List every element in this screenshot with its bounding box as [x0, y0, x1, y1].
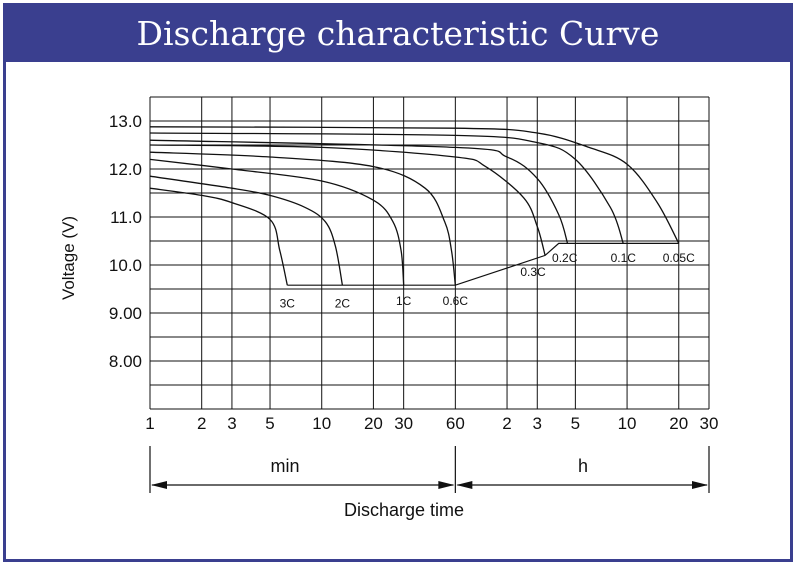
chart-frame: Discharge characteristic Curve — [3, 3, 793, 562]
curve-3C — [149, 187, 288, 286]
y-tick-label: 9.00 — [109, 304, 142, 323]
arrow-head — [151, 481, 167, 489]
y-tick-label: 13.0 — [109, 112, 142, 131]
x-tick-label-min: 2 — [197, 414, 206, 433]
x-axis-label: Discharge time — [344, 500, 464, 520]
x-tick-label-min: 60 — [446, 414, 465, 433]
curve-label: 0.05C — [663, 251, 695, 265]
x-tick-label-min: 10 — [312, 414, 331, 433]
x-tick-label-h: 2 — [502, 414, 511, 433]
unit-min-label: min — [270, 456, 299, 476]
curve-label: 1C — [396, 294, 412, 308]
x-tick-label-min: 20 — [364, 414, 383, 433]
y-tick-label: 12.0 — [109, 160, 142, 179]
curve-label: 0.1C — [611, 251, 637, 265]
y-tick-label: 8.00 — [109, 352, 142, 371]
curve-0_1C — [149, 132, 624, 244]
arrow-head — [438, 481, 455, 489]
chart-title: Discharge characteristic Curve — [6, 6, 790, 62]
curve-0_2C — [149, 139, 569, 244]
x-tick-label-h: 20 — [669, 414, 688, 433]
y-axis-label: Voltage (V) — [59, 216, 78, 300]
x-tick-label-h: 30 — [700, 414, 719, 433]
y-tick-label: 10.0 — [109, 256, 142, 275]
curve-1C — [149, 158, 405, 286]
curve-label: 0.6C — [443, 294, 469, 308]
y-tick-label: 11.0 — [110, 208, 142, 227]
curve-label: 0.2C — [552, 251, 578, 265]
x-tick-label-h: 3 — [533, 414, 542, 433]
x-tick-label-h: 5 — [571, 414, 580, 433]
curve-0_6C — [149, 151, 456, 286]
curve-label: 3C — [280, 296, 296, 310]
unit-h-label: h — [578, 456, 588, 476]
arrow-head — [456, 481, 473, 489]
curve-label: 0.3C — [520, 265, 546, 279]
curve-0_3C — [149, 144, 546, 256]
arrow-head — [692, 481, 708, 489]
cutoff-voltage-line — [287, 242, 679, 286]
curve-label: 2C — [335, 296, 351, 310]
x-tick-label-min: 1 — [145, 414, 154, 433]
x-tick-label-h: 10 — [618, 414, 637, 433]
x-tick-label-min: 30 — [394, 414, 413, 433]
curve-0_05C — [149, 126, 680, 244]
x-tick-label-min: 3 — [227, 414, 236, 433]
curve-2C — [149, 175, 344, 286]
x-tick-label-min: 5 — [265, 414, 274, 433]
